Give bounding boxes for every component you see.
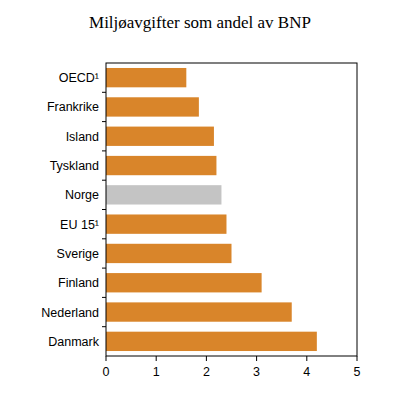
- category-tick: [102, 268, 106, 269]
- bar: [106, 97, 199, 116]
- x-tick: [156, 356, 157, 361]
- bar: [106, 332, 317, 351]
- category-label: Tyskland: [50, 159, 99, 173]
- chart-svg: Miljøavgifter som andel av BNP OECD¹ Frank…: [0, 0, 400, 398]
- category-label: Frankrike: [47, 100, 99, 114]
- category-tick: [102, 150, 106, 151]
- x-tick-label: 0: [103, 365, 110, 379]
- x-tick: [357, 356, 358, 361]
- x-tick: [106, 356, 107, 361]
- x-tick-label: 5: [354, 365, 361, 379]
- category-label: OECD¹: [59, 71, 99, 85]
- category-tick: [102, 209, 106, 210]
- category-tick: [102, 326, 106, 327]
- plot-frame: [106, 63, 357, 356]
- bar: [106, 273, 262, 292]
- category-label: Sverige: [57, 247, 99, 261]
- category-tick: [102, 297, 106, 298]
- x-tick-label: 1: [153, 365, 160, 379]
- x-tick-label: 3: [253, 365, 260, 379]
- category-tick: [102, 238, 106, 239]
- bar: [106, 244, 232, 263]
- category-label: Island: [66, 130, 99, 144]
- bar: [106, 185, 221, 204]
- bars: [106, 68, 317, 351]
- category-tick: [102, 92, 106, 93]
- x-tick: [306, 356, 307, 361]
- category-label: Nederland: [41, 306, 99, 320]
- bar: [106, 68, 186, 87]
- category-label: EU 15¹: [60, 218, 99, 232]
- bar: [106, 127, 214, 146]
- category-tick: [102, 121, 106, 122]
- x-tick-label: 4: [303, 365, 310, 379]
- x-tick: [256, 356, 257, 361]
- title: Miljøavgifter som andel av BNP: [89, 13, 311, 32]
- category-label: Danmark: [48, 335, 99, 349]
- bar: [106, 302, 292, 321]
- x-tick: [206, 356, 207, 361]
- category-tick: [102, 180, 106, 181]
- bar: [106, 214, 226, 233]
- bar: [106, 156, 216, 175]
- category-label: Finland: [58, 276, 99, 290]
- x-tick-label: 2: [203, 365, 210, 379]
- chart-container: Miljøavgifter som andel av BNP OECD¹ Frank…: [0, 0, 400, 398]
- category-label: Norge: [65, 188, 99, 202]
